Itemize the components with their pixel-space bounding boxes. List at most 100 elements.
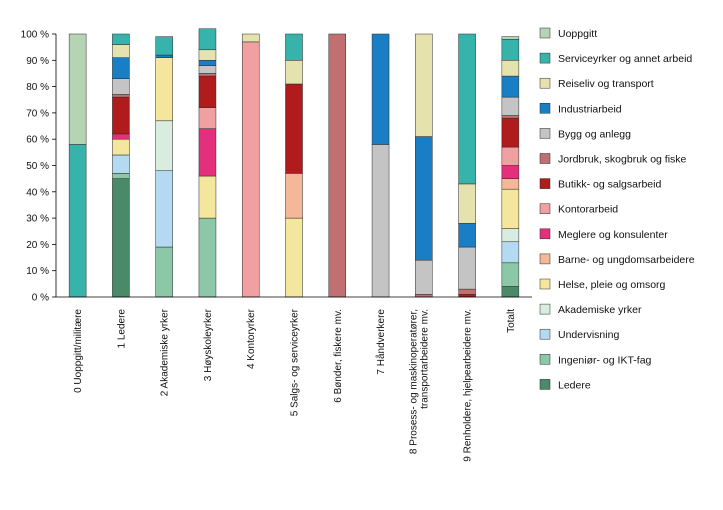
x-tick-label-line: 9 Renholdere, hjelpearbeidere mv. <box>463 309 474 462</box>
bar-segment <box>285 217 303 298</box>
legend: Uoppgitt Serviceyrker og annet arbeid Reis… <box>539 27 695 391</box>
bar-segment <box>198 60 217 66</box>
bar-segment <box>285 83 303 174</box>
x-tick-label-line: 2 Akademiske yrker <box>160 308 171 396</box>
bar-segment <box>198 175 217 219</box>
bar-segment <box>68 144 87 298</box>
bar-segment <box>285 173 303 219</box>
bar-segment <box>198 128 217 177</box>
legend-label: Industriarbeid <box>558 103 622 115</box>
legend-label: Reiseliv og transport <box>558 78 654 90</box>
legend-swatch <box>539 128 551 139</box>
x-tick-label: 8 Prosess- og maskinoperatører,transport… <box>408 309 430 454</box>
x-tick-label: 5 Salgs- og serviceyrker <box>290 308 301 416</box>
x-tick-label: Totalt <box>506 309 517 333</box>
x-tick-label: 0 Uoppgitt/militære <box>73 309 84 393</box>
bar-segment <box>198 217 217 298</box>
bars <box>68 28 520 298</box>
legend-label: Undervisning <box>558 329 619 341</box>
bar-segment <box>112 44 130 58</box>
x-tick-label-line: 7 Håndverkere <box>375 309 387 375</box>
bar-segment <box>198 28 217 51</box>
bar-segment <box>112 94 130 98</box>
bar-segment <box>285 33 303 61</box>
legend-label: Jordbruk, skogbruk og fiske <box>558 154 687 166</box>
bar-segment <box>155 54 173 58</box>
bar-segment <box>198 65 217 74</box>
legend-label: Akademiske yrker <box>558 304 642 316</box>
bar-segment <box>501 241 520 264</box>
y-tick-label: 30 % <box>26 214 49 225</box>
bar-segment <box>501 178 520 190</box>
y-tick-label: 80 % <box>26 82 49 93</box>
x-tick-label-line: transportarbeidere mv. <box>419 309 430 409</box>
y-tick-label: 40 % <box>26 187 49 198</box>
x-tick-label: 1 Ledere <box>116 309 127 349</box>
bar-segment <box>458 33 476 185</box>
x-tick-label-line: 3 Høyskoleyrker <box>203 308 214 381</box>
x-tick-label-line: 0 Uoppgitt/militære <box>73 309 84 393</box>
legend-label: Serviceyrker og annet arbeid <box>558 53 692 65</box>
x-tick-label-line: 1 Ledere <box>116 309 127 349</box>
legend-label: Uoppgitt <box>558 28 597 40</box>
bar-segment <box>112 57 130 79</box>
bar-segment <box>501 228 520 243</box>
bar-segment <box>112 78 130 95</box>
bar-segment <box>241 41 260 298</box>
bar-segment <box>112 178 130 298</box>
y-axis: 0 % 10 % 20 % 30 % 40 % 50 % 60 % 70 % 80 % 90 % 1… <box>21 30 57 304</box>
bar-segment <box>501 146 520 166</box>
x-tick-label-line: 5 Salgs- og serviceyrker <box>290 308 301 416</box>
y-tick-label: 100 % <box>21 30 49 41</box>
x-tick-label: 9 Renholdere, hjelpearbeidere mv. <box>463 309 474 462</box>
bar-segment <box>415 136 433 261</box>
legend-swatch <box>539 203 551 214</box>
legend-swatch <box>539 328 551 340</box>
bar-segment <box>241 33 260 43</box>
bar-segment <box>501 117 520 148</box>
bar-segment <box>501 188 520 229</box>
bar-segment <box>371 144 390 298</box>
bar-segment <box>285 60 303 85</box>
legend-swatch <box>539 228 551 240</box>
bar-segment <box>112 173 130 179</box>
legend-swatch <box>539 303 551 315</box>
bar-segment <box>155 246 173 298</box>
legend-label: Barne- og ungdomsarbeidere <box>558 254 695 266</box>
legend-label: Bygg og anlegg <box>558 128 631 140</box>
bar-segment <box>328 33 347 298</box>
bar-segment <box>501 165 520 179</box>
bar-segment <box>112 138 130 156</box>
x-tick-label: 4 Kontoryrker <box>246 308 257 369</box>
x-tick-label: 6 Bønder, fiskere mv. <box>333 309 344 403</box>
bar-segment <box>198 49 217 61</box>
bar-segment <box>371 33 390 145</box>
x-tick-label: 3 Høyskoleyrker <box>203 308 214 381</box>
bar-segment <box>458 288 476 295</box>
bar-segment <box>415 33 433 137</box>
bar-segment <box>501 262 520 287</box>
legend-label: Ledere <box>558 379 591 391</box>
y-tick-label: 10 % <box>26 266 49 277</box>
bar-segment <box>198 107 217 129</box>
x-tick-label-line: 4 Kontoryrker <box>246 308 257 369</box>
legend-swatch <box>539 103 551 114</box>
legend-swatch <box>539 354 551 365</box>
x-tick-label-line: 6 Bønder, fiskere mv. <box>333 309 344 403</box>
y-tick-label: 0 % <box>32 293 49 304</box>
bar-segment <box>501 115 520 119</box>
legend-swatch <box>539 379 551 390</box>
bar-segment <box>458 246 476 290</box>
bar-segment <box>112 33 130 45</box>
bar-segment <box>458 183 476 224</box>
legend-swatch <box>539 253 551 265</box>
legend-swatch <box>539 27 551 39</box>
bar-segment <box>501 60 520 77</box>
y-tick-label: 50 % <box>26 161 49 172</box>
bar-segment <box>501 96 520 116</box>
legend-swatch <box>539 52 551 64</box>
bar-segment <box>112 154 130 174</box>
y-tick-label: 20 % <box>26 240 49 251</box>
bar-segment <box>501 75 520 98</box>
x-axis: 0 Uoppgitt/militære 1 Ledere 2 Akademiske … <box>56 296 532 462</box>
